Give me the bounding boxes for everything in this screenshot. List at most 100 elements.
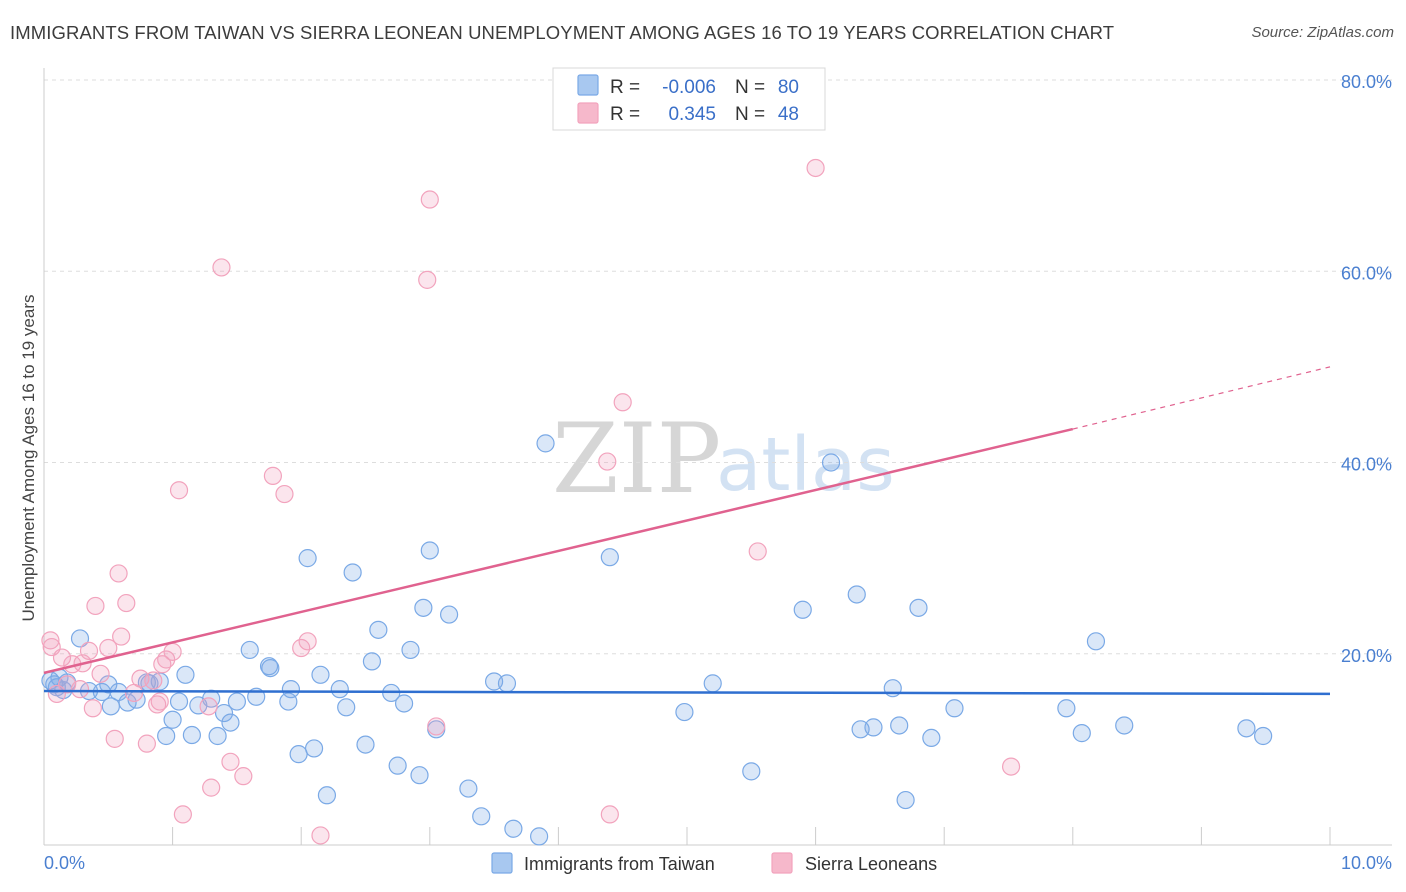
point-taiwan (343, 563, 362, 582)
point-taiwan (356, 735, 375, 754)
point-taiwan (401, 640, 420, 660)
trend-line-taiwan (43, 689, 1331, 696)
point-taiwan (221, 713, 240, 732)
point-sierra-leoneans (52, 648, 72, 667)
point-sierra-leoneans (117, 593, 136, 613)
series-taiwan-points (41, 434, 1273, 846)
point-sierra-leoneans (112, 627, 131, 646)
y-tick-label: 60.0% (1341, 263, 1392, 283)
point-taiwan (1115, 716, 1134, 735)
point-taiwan (793, 600, 812, 619)
point-taiwan (330, 680, 349, 699)
point-sierra-leoneans (298, 632, 317, 651)
point-taiwan (420, 541, 439, 560)
point-taiwan (1254, 726, 1273, 746)
point-taiwan (1072, 724, 1091, 743)
point-sierra-leoneans (613, 393, 632, 412)
point-taiwan (369, 620, 388, 639)
point-sierra-leoneans (83, 699, 102, 718)
point-taiwan (847, 585, 866, 604)
point-taiwan (311, 665, 330, 684)
point-sierra-leoneans (199, 697, 218, 716)
y-axis-tick-labels: 20.0% 40.0% 60.0% 80.0% (1341, 72, 1392, 666)
point-taiwan (600, 548, 619, 567)
point-sierra-leoneans (275, 484, 294, 504)
point-sierra-leoneans (311, 826, 330, 845)
legend-n-value-sierra: 48 (778, 104, 799, 125)
axes (43, 68, 1392, 846)
point-sierra-leoneans (109, 564, 128, 583)
point-taiwan (896, 790, 915, 810)
point-taiwan (388, 756, 407, 775)
point-taiwan (163, 710, 182, 729)
point-taiwan (497, 674, 517, 693)
point-sierra-leoneans (137, 734, 156, 753)
point-sierra-leoneans (263, 466, 283, 485)
point-sierra-leoneans (418, 270, 437, 289)
bottom-legend: Immigrants from Taiwan Sierra Leoneans (491, 852, 937, 874)
bottom-legend-swatch-sierra-leoneans (771, 852, 793, 874)
point-taiwan (864, 718, 883, 737)
point-taiwan (414, 598, 433, 617)
point-taiwan (304, 739, 324, 758)
point-sierra-leoneans (86, 596, 105, 616)
point-taiwan (1237, 719, 1256, 738)
trend-line-sierra-leoneans-extension (1072, 366, 1331, 430)
point-taiwan (289, 745, 308, 764)
point-taiwan (742, 762, 761, 781)
top-legend: R = -0.006 N = 80 R = 0.345 N = 48 (552, 67, 826, 131)
point-sierra-leoneans (420, 190, 439, 209)
point-taiwan (504, 819, 523, 838)
point-taiwan (1086, 632, 1106, 651)
point-sierra-leoneans (221, 752, 240, 771)
series-sierra-leoneans-points (41, 158, 1021, 845)
point-sierra-leoneans (41, 631, 60, 650)
point-taiwan (459, 779, 478, 798)
point-sierra-leoneans (292, 638, 311, 658)
x-tick-label-min: 0.0% (44, 853, 85, 873)
legend-r-value-taiwan: -0.006 (662, 77, 716, 98)
point-taiwan (530, 827, 549, 846)
point-taiwan (157, 726, 176, 746)
legend-r-label-sierra: R = (610, 104, 640, 125)
point-taiwan (439, 605, 459, 624)
legend-n-label-taiwan: N = (735, 77, 765, 98)
point-taiwan (536, 434, 555, 453)
grid-lines (44, 79, 1392, 655)
point-sierra-leoneans (163, 642, 182, 661)
point-sierra-leoneans (234, 767, 253, 786)
point-sierra-leoneans (806, 158, 825, 178)
point-taiwan (227, 692, 246, 711)
point-sierra-leoneans (150, 692, 169, 711)
legend-r-value-sierra: 0.345 (668, 104, 716, 125)
legend-r-label-taiwan: R = (610, 77, 640, 98)
point-sierra-leoneans (148, 695, 167, 714)
y-tick-label: 40.0% (1341, 455, 1392, 475)
point-taiwan (337, 698, 356, 717)
point-taiwan (394, 694, 414, 713)
source-credit: Source: ZipAtlas.com (1251, 24, 1394, 41)
point-sierra-leoneans (173, 805, 192, 824)
watermark-zip: ZIP (552, 403, 721, 515)
legend-swatch-taiwan (577, 74, 599, 96)
chart-title: IMMIGRANTS FROM TAIWAN VS SIERRA LEONEAN… (10, 22, 1115, 43)
point-sierra-leoneans (144, 671, 163, 690)
watermark-atlas: atlas (716, 422, 895, 508)
point-taiwan (675, 702, 694, 722)
x-tick-label-max: 10.0% (1341, 853, 1392, 873)
legend-n-label-sierra: N = (735, 104, 765, 125)
point-taiwan (472, 807, 491, 826)
point-taiwan (240, 640, 259, 660)
point-taiwan (410, 766, 429, 785)
trend-line-sierra-leoneans (43, 427, 1074, 675)
point-taiwan (945, 699, 964, 718)
bottom-legend-label-taiwan: Immigrants from Taiwan (524, 854, 715, 874)
y-tick-label: 20.0% (1341, 646, 1392, 666)
point-sierra-leoneans (1001, 757, 1021, 776)
point-sierra-leoneans (212, 258, 231, 277)
point-taiwan (821, 453, 841, 472)
point-taiwan (362, 652, 382, 671)
point-taiwan (890, 716, 909, 735)
trend-lines (43, 366, 1331, 696)
